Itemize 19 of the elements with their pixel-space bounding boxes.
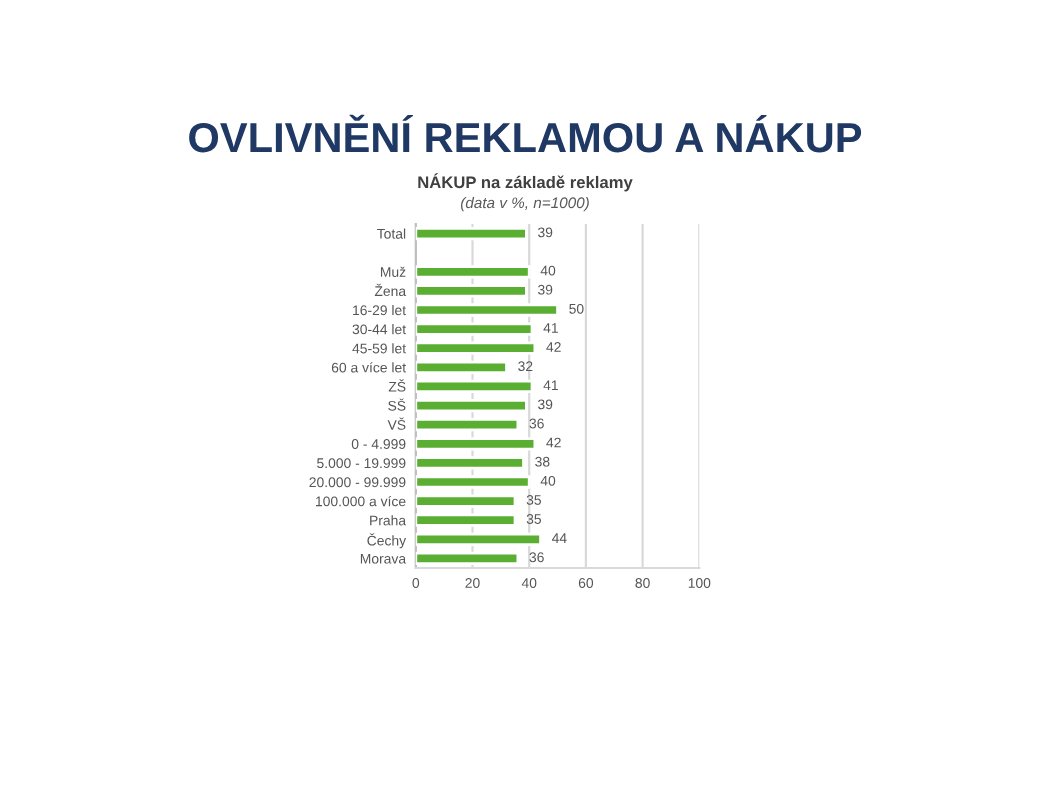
bar (415, 513, 517, 527)
bar (415, 437, 537, 451)
bar (415, 303, 559, 317)
bar (415, 418, 520, 432)
bar (415, 456, 525, 470)
bar (415, 341, 537, 355)
bar (415, 551, 520, 566)
bar (415, 226, 528, 241)
bar (415, 322, 534, 336)
bar (415, 475, 531, 489)
bar (415, 494, 517, 508)
bar (415, 532, 542, 546)
bar (415, 398, 528, 413)
chart-title: OVLIVNĚNÍ REKLAMOU A NÁKUP (189, 114, 862, 153)
bar (415, 379, 534, 394)
bar (415, 360, 508, 374)
bar (415, 265, 531, 279)
chart-subtitle: NÁKUP na základě reklamy (418, 173, 633, 192)
bar (415, 284, 528, 298)
